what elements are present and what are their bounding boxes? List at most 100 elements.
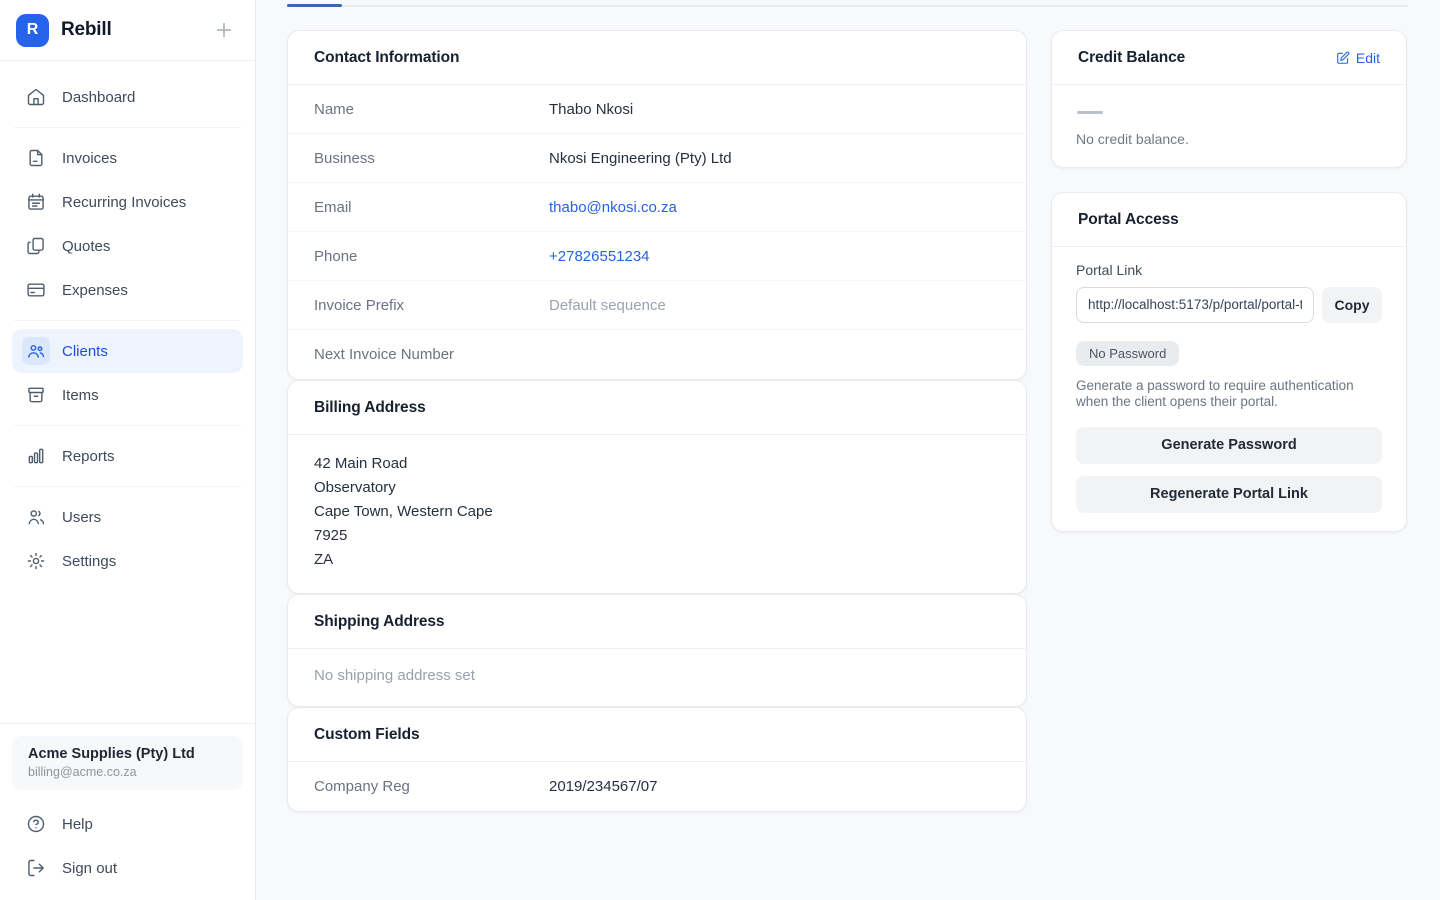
sidebar-item-users[interactable]: Users <box>12 495 243 539</box>
logo-letter: R <box>26 21 39 38</box>
home-icon <box>22 83 50 111</box>
sidebar-item-items[interactable]: Items <box>12 373 243 417</box>
contact-row-email: Email thabo@nkosi.co.za <box>288 183 1026 232</box>
sidebar-item-label: Quotes <box>62 237 111 255</box>
portal-link-input[interactable] <box>1076 286 1314 323</box>
row-label: Company Reg <box>314 778 410 795</box>
contact-row-name: Name Thabo Nkosi <box>288 85 1026 134</box>
sidebar-item-clients[interactable]: Clients <box>12 329 243 373</box>
card-title: Portal Access <box>1078 210 1179 228</box>
portal-access-body: Portal Link Copy No Password Generate a … <box>1052 247 1406 531</box>
row-value: Default sequence <box>549 296 666 314</box>
row-label: Phone <box>314 247 358 265</box>
card-title: Custom Fields <box>314 726 420 743</box>
credit-balance-body: No credit balance. <box>1052 85 1406 167</box>
row-label: Name <box>314 100 355 118</box>
active-tab-indicator[interactable] <box>287 4 342 7</box>
card-title: Shipping Address <box>314 613 445 630</box>
email-link[interactable]: thabo@nkosi.co.za <box>549 198 677 216</box>
nav-divider <box>14 320 241 321</box>
sidebar-item-dashboard[interactable]: Dashboard <box>12 75 243 119</box>
credit-empty-text: No credit balance. <box>1076 130 1189 147</box>
account-name: Acme Supplies (Pty) Ltd <box>28 746 195 762</box>
card-title: Contact Information <box>314 49 460 66</box>
sidebar-item-reports[interactable]: Reports <box>12 434 243 478</box>
plus-icon <box>213 19 235 41</box>
sidebar-item-label: Sign out <box>62 859 118 877</box>
contact-row-next-invoice-number: Next Invoice Number <box>288 330 1026 379</box>
no-password-badge: No Password <box>1076 340 1180 366</box>
sidebar: R Rebill Dashboard Invoices Recu <box>0 0 256 900</box>
sidebar-item-invoices[interactable]: Invoices <box>12 136 243 180</box>
billing-address-card: Billing Address 42 Main Road Observatory… <box>287 380 1027 594</box>
card-header: Portal Access <box>1052 193 1406 247</box>
nav-divider <box>14 425 241 426</box>
quotes-icon <box>22 232 50 260</box>
sidebar-item-settings[interactable]: Settings <box>12 539 243 583</box>
row-label: Business <box>314 149 375 167</box>
tab-bar-divider <box>287 4 1408 7</box>
portal-link-row: Copy <box>1076 286 1382 323</box>
portal-access-card: Portal Access Portal Link Copy No Passwo… <box>1051 191 1407 532</box>
sidebar-header: R Rebill <box>0 0 255 61</box>
edit-label: Edit <box>1355 50 1380 66</box>
reports-icon <box>22 442 50 470</box>
portal-link-label: Portal Link <box>1076 261 1143 278</box>
calendar-icon <box>22 188 50 216</box>
account-box[interactable]: Acme Supplies (Pty) Ltd billing@acme.co.… <box>12 736 243 790</box>
invoice-icon <box>22 144 50 172</box>
empty-balance-dash <box>1077 111 1103 114</box>
row-label: Invoice Prefix <box>314 296 405 314</box>
sidebar-item-sign-out[interactable]: Sign out <box>12 846 243 890</box>
sidebar-item-quotes[interactable]: Quotes <box>12 224 243 268</box>
card-header: Custom Fields <box>288 708 1026 762</box>
right-column: Credit Balance Edit No credit balance. P… <box>1051 30 1407 532</box>
sidebar-item-label: Recurring Invoices <box>62 193 187 211</box>
contact-row-phone: Phone +27826551234 <box>288 232 1026 281</box>
row-label: Next Invoice Number <box>314 346 455 363</box>
settings-icon <box>22 547 50 575</box>
add-new-button[interactable] <box>209 15 239 45</box>
edit-credit-balance-button[interactable]: Edit <box>1336 50 1380 66</box>
items-icon <box>22 381 50 409</box>
help-icon <box>22 810 50 838</box>
shipping-address-card: Shipping Address No shipping address set <box>287 594 1027 707</box>
sidebar-item-expenses[interactable]: Expenses <box>12 268 243 312</box>
shipping-empty-text: No shipping address set <box>314 667 475 684</box>
card-header: Billing Address <box>288 381 1026 435</box>
row-value: Nkosi Engineering (Pty) Ltd <box>549 149 732 167</box>
row-value: 2019/234567/07 <box>549 778 658 795</box>
sidebar-item-label: Clients <box>62 342 108 360</box>
custom-field-row: Company Reg 2019/234567/07 <box>288 762 1026 811</box>
sidebar-item-label: Settings <box>62 552 117 570</box>
sidebar-item-label: Expenses <box>62 281 128 299</box>
sidebar-item-label: Dashboard <box>62 88 136 106</box>
sidebar-item-recurring-invoices[interactable]: Recurring Invoices <box>12 180 243 224</box>
sidebar-item-label: Items <box>62 386 99 404</box>
phone-link[interactable]: +27826551234 <box>549 247 650 265</box>
sidebar-nav: Dashboard Invoices Recurring Invoices Qu… <box>0 61 255 583</box>
brand-title: Rebill <box>61 19 112 40</box>
left-column: Contact Information Name Thabo Nkosi Bus… <box>287 30 1027 812</box>
row-value: Thabo Nkosi <box>549 100 634 118</box>
copy-portal-link-button[interactable]: Copy <box>1322 286 1382 323</box>
sidebar-item-help[interactable]: Help <box>12 802 243 846</box>
nav-divider <box>14 486 241 487</box>
card-title: Credit Balance <box>1078 49 1186 66</box>
billing-address-body: 42 Main Road Observatory Cape Town, West… <box>288 435 1026 593</box>
account-email: billing@acme.co.za <box>28 765 137 779</box>
sidebar-footer: Acme Supplies (Pty) Ltd billing@acme.co.… <box>0 723 255 900</box>
nav-divider <box>14 127 241 128</box>
regenerate-portal-link-button[interactable]: Regenerate Portal Link <box>1076 475 1382 513</box>
row-label: Email <box>314 198 352 216</box>
users-icon <box>22 503 50 531</box>
contact-row-business: Business Nkosi Engineering (Pty) Ltd <box>288 134 1026 183</box>
sidebar-item-label: Help <box>62 815 93 833</box>
contact-information-card: Contact Information Name Thabo Nkosi Bus… <box>287 30 1027 380</box>
card-title: Billing Address <box>314 399 426 416</box>
generate-password-button[interactable]: Generate Password <box>1076 426 1382 464</box>
contact-row-invoice-prefix: Invoice Prefix Default sequence <box>288 281 1026 330</box>
credit-balance-card: Credit Balance Edit No credit balance. <box>1051 30 1407 168</box>
main-content: Contact Information Name Thabo Nkosi Bus… <box>256 0 1440 900</box>
card-header: Contact Information <box>288 31 1026 85</box>
